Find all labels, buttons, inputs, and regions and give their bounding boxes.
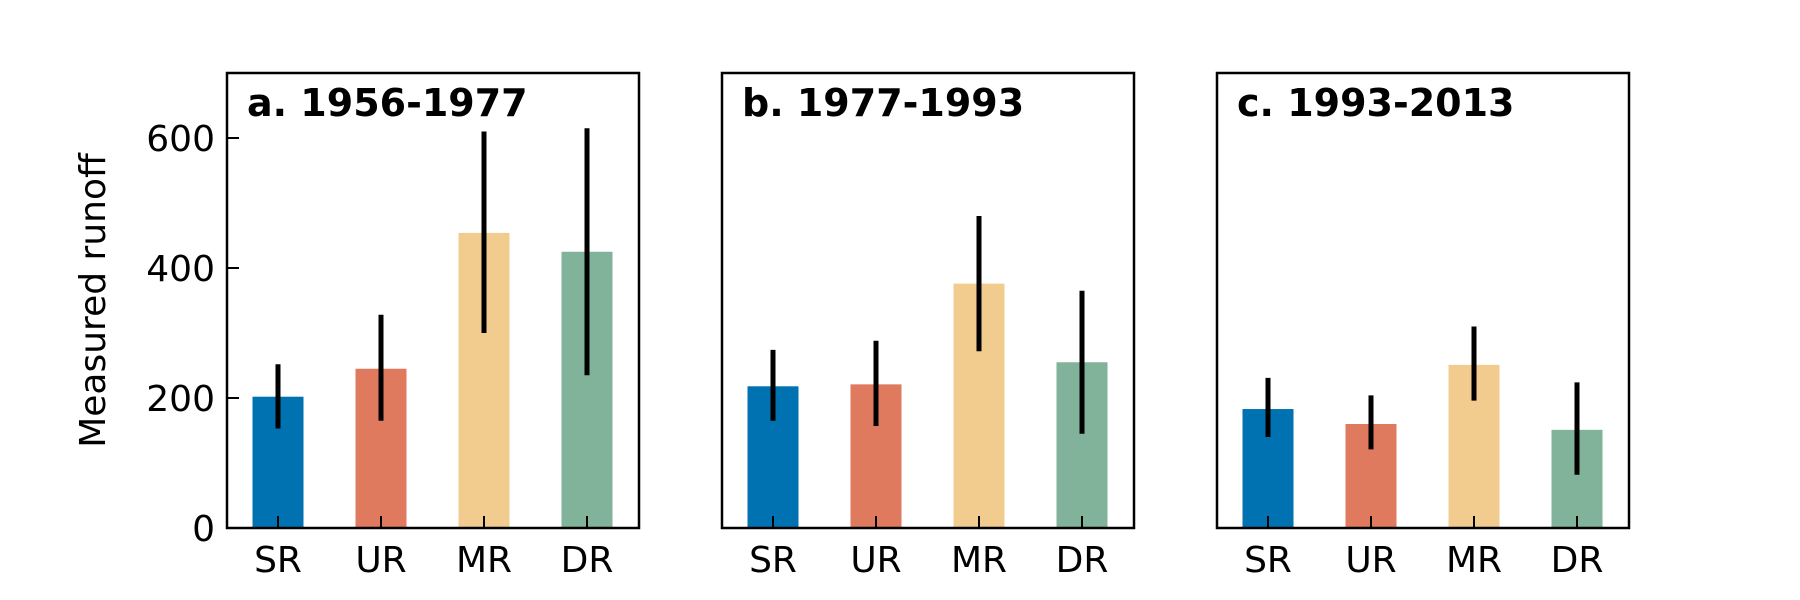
x-tick-label-sr: SR: [749, 540, 797, 581]
panel-frame: [225, 71, 641, 530]
x-tick-label-mr: MR: [456, 540, 512, 581]
panel-frame: [1215, 71, 1631, 530]
y-tick-label: 0: [192, 509, 215, 550]
panels: SR UR MR DR 0 200 400 600 a. 1956-1977 SR UR MR DR b.…: [146, 71, 1631, 581]
x-tick-label-mr: MR: [951, 540, 1007, 581]
x-tick-label-dr: DR: [1056, 540, 1109, 581]
x-tick-label-sr: SR: [1244, 540, 1292, 581]
panel-3: SR UR MR DR c. 1993-2013: [1215, 71, 1631, 581]
x-tick-label-ur: UR: [355, 540, 406, 581]
panel-title: b. 1977-1993: [742, 81, 1024, 125]
x-tick-label-mr: MR: [1446, 540, 1502, 581]
y-tick-label: 600: [146, 119, 215, 160]
panel-2: SR UR MR DR b. 1977-1993: [720, 71, 1136, 581]
x-tick-label-dr: DR: [1551, 540, 1604, 581]
x-tick-label-ur: UR: [1345, 540, 1396, 581]
x-tick-label-ur: UR: [850, 540, 901, 581]
x-tick-label-dr: DR: [561, 540, 614, 581]
x-tick-label-sr: SR: [254, 540, 302, 581]
panel-1: SR UR MR DR 0 200 400 600 a. 1956-1977: [146, 71, 641, 581]
y-axis-label: Measured runoff: [73, 152, 114, 448]
y-tick-label: 400: [146, 249, 215, 290]
panel-title: a. 1956-1977: [247, 81, 528, 125]
panel-title: c. 1993-2013: [1237, 81, 1515, 125]
panel-frame: [720, 71, 1136, 530]
y-tick-label: 200: [146, 379, 215, 420]
